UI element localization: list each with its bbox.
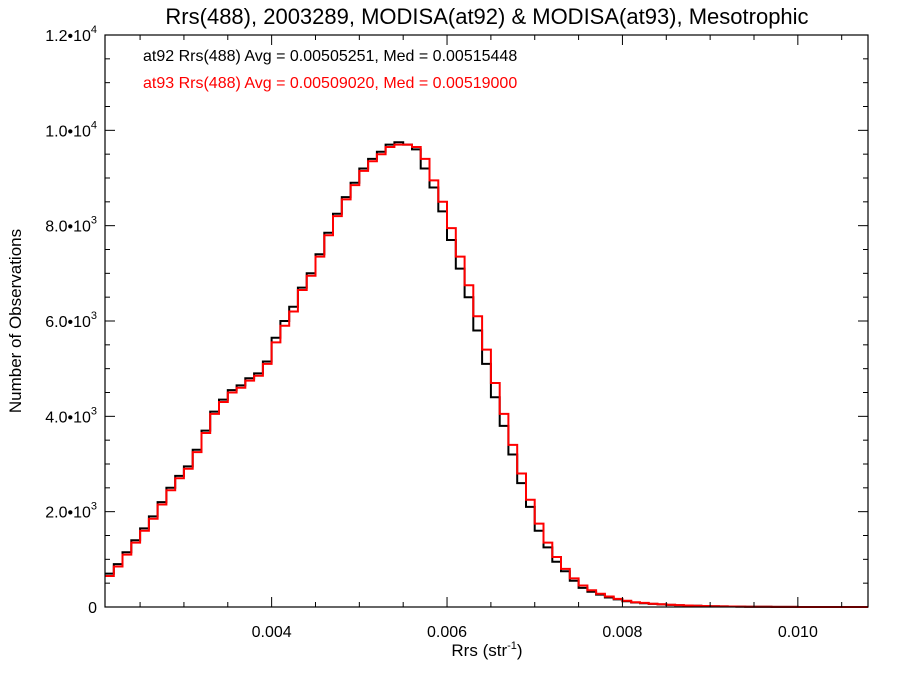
legend-entry-2: at93 Rrs(488) Avg = 0.00509020, Med = 0.… [143,75,517,92]
legend: at92 Rrs(488) Avg = 0.00505251, Med = 0.… [143,48,517,92]
y-tick-label: 4.0•103 [45,405,97,426]
x-tick-label: 0.004 [252,624,292,641]
x-axis-ticks: 0.004 0.006 0.008 0.010 [139,35,843,641]
series-layer [105,141,868,608]
x-axis-label-tail: ) [517,641,523,660]
y-tick-label: 6.0•103 [45,310,97,331]
x-axis-label: Rrs (str-1) [451,640,522,660]
x-axis-label-main: Rrs (str [451,641,507,660]
y-axis-ticks: 0 2.0•103 4.0•103 6.0•103 8.0•103 1.0•104 1.2•… [45,24,868,617]
x-axis-label-sup: -1 [507,640,517,652]
plot-area: 0.004 0.006 0.008 0.010 0 2.0•103 4.0•103 6.0•… [45,24,869,641]
y-tick-label: 1.2•104 [45,24,97,45]
chart-title: Rrs(488), 2003289, MODISA(at92) & MODISA… [165,4,808,29]
y-tick-label: 2.0•103 [45,501,97,522]
legend-entry-1: at92 Rrs(488) Avg = 0.00505251, Med = 0.… [143,48,517,65]
series-at93-line [105,143,868,608]
x-tick-label: 0.006 [427,624,467,641]
y-tick-label: 0 [88,600,97,617]
x-tick-label: 0.008 [602,624,642,641]
y-axis-label: Number of Observations [6,229,25,413]
series-at92-line [105,141,868,608]
plot-frame [104,34,869,608]
y-tick-label: 1.0•104 [45,119,97,140]
y-tick-label: 8.0•103 [45,215,97,236]
x-tick-label: 0.010 [778,624,818,641]
